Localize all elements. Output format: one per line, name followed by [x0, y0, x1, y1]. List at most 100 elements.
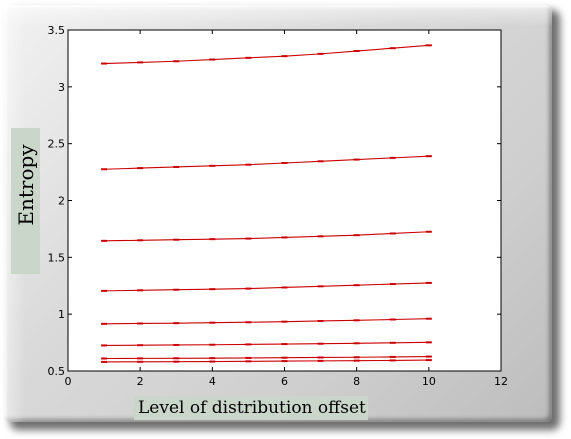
data-point	[317, 319, 324, 322]
series-lines	[101, 44, 432, 363]
y-tick-label: 3	[58, 81, 65, 94]
data-point	[281, 286, 288, 289]
series-line-6	[104, 341, 429, 346]
x-tick-label: 10	[422, 375, 436, 388]
data-point	[317, 160, 324, 163]
data-point	[353, 342, 360, 345]
data-point	[353, 319, 360, 322]
data-point	[245, 163, 252, 166]
data-point	[281, 320, 288, 323]
plot-area	[67, 29, 502, 372]
y-tick-label: 2	[58, 195, 65, 208]
x-axis-label: Level of distribution offset	[138, 398, 366, 418]
data-point	[209, 164, 216, 167]
x-tick-label: 6	[281, 375, 288, 388]
data-point	[101, 357, 108, 360]
data-point	[173, 322, 180, 325]
x-tick-label: 2	[137, 375, 144, 388]
data-point	[137, 322, 144, 325]
data-point	[173, 343, 180, 346]
data-point	[209, 238, 216, 241]
data-point	[389, 47, 396, 50]
data-point	[137, 289, 144, 292]
data-point	[209, 360, 216, 363]
series-line-4	[104, 282, 429, 292]
data-point	[353, 359, 360, 362]
data-point	[209, 58, 216, 61]
data-point	[137, 360, 144, 363]
data-point	[209, 321, 216, 324]
data-point	[137, 61, 144, 64]
data-point	[101, 322, 108, 325]
y-axis-ticks: 0.5 1 1.5 2 2.5 3 3.5	[48, 24, 501, 378]
data-point	[281, 356, 288, 359]
data-point	[101, 360, 108, 363]
data-point	[425, 230, 432, 233]
data-point	[101, 344, 108, 347]
y-axis-label-box	[11, 128, 40, 274]
data-point	[317, 342, 324, 345]
data-point	[389, 283, 396, 286]
data-point	[317, 235, 324, 238]
data-point	[425, 44, 432, 47]
data-point	[425, 155, 432, 158]
data-point	[425, 355, 432, 358]
series-line-5	[104, 318, 429, 325]
data-point	[425, 359, 432, 362]
data-point	[137, 344, 144, 347]
data-point	[245, 343, 252, 346]
series-line-1	[104, 44, 429, 65]
data-point	[389, 355, 396, 358]
data-point	[173, 60, 180, 63]
data-point	[317, 359, 324, 362]
data-point	[101, 239, 108, 242]
series-line-8	[104, 359, 429, 363]
data-point	[353, 284, 360, 287]
data-point	[101, 168, 108, 171]
data-point	[353, 158, 360, 161]
y-tick-label: 3.5	[48, 24, 66, 37]
data-point	[281, 161, 288, 164]
data-point	[389, 359, 396, 362]
y-tick-label: 1.5	[48, 251, 66, 264]
data-point	[281, 343, 288, 346]
data-point	[389, 156, 396, 159]
data-point	[389, 232, 396, 235]
x-axis-ticks: 0 2 4 6 8 10 12	[65, 30, 508, 388]
data-point	[245, 356, 252, 359]
data-point	[281, 360, 288, 363]
data-point	[137, 357, 144, 360]
data-point	[101, 289, 108, 292]
data-point	[317, 52, 324, 55]
data-point	[101, 62, 108, 65]
x-tick-label: 0	[65, 375, 72, 388]
y-tick-label: 1	[58, 308, 65, 321]
data-point	[173, 288, 180, 291]
y-tick-label: 2.5	[48, 138, 66, 151]
x-tick-label: 4	[209, 375, 216, 388]
x-axis-label-box	[134, 396, 368, 420]
data-point	[245, 237, 252, 240]
data-point	[173, 238, 180, 241]
y-axis-label: Entropy	[14, 144, 38, 226]
series-line-3	[104, 231, 429, 242]
series-line-2	[104, 155, 429, 170]
data-point	[245, 287, 252, 290]
data-point	[137, 239, 144, 242]
data-point	[353, 356, 360, 359]
series-line-7	[104, 356, 429, 360]
data-point	[389, 318, 396, 321]
data-point	[353, 234, 360, 237]
data-point	[173, 357, 180, 360]
data-point	[425, 281, 432, 284]
x-tick-label: 8	[353, 375, 360, 388]
data-point	[245, 360, 252, 363]
data-point	[317, 285, 324, 288]
data-point	[353, 50, 360, 53]
data-point	[173, 165, 180, 168]
data-point	[281, 236, 288, 239]
data-point	[209, 343, 216, 346]
data-point	[317, 356, 324, 359]
data-point	[425, 317, 432, 320]
